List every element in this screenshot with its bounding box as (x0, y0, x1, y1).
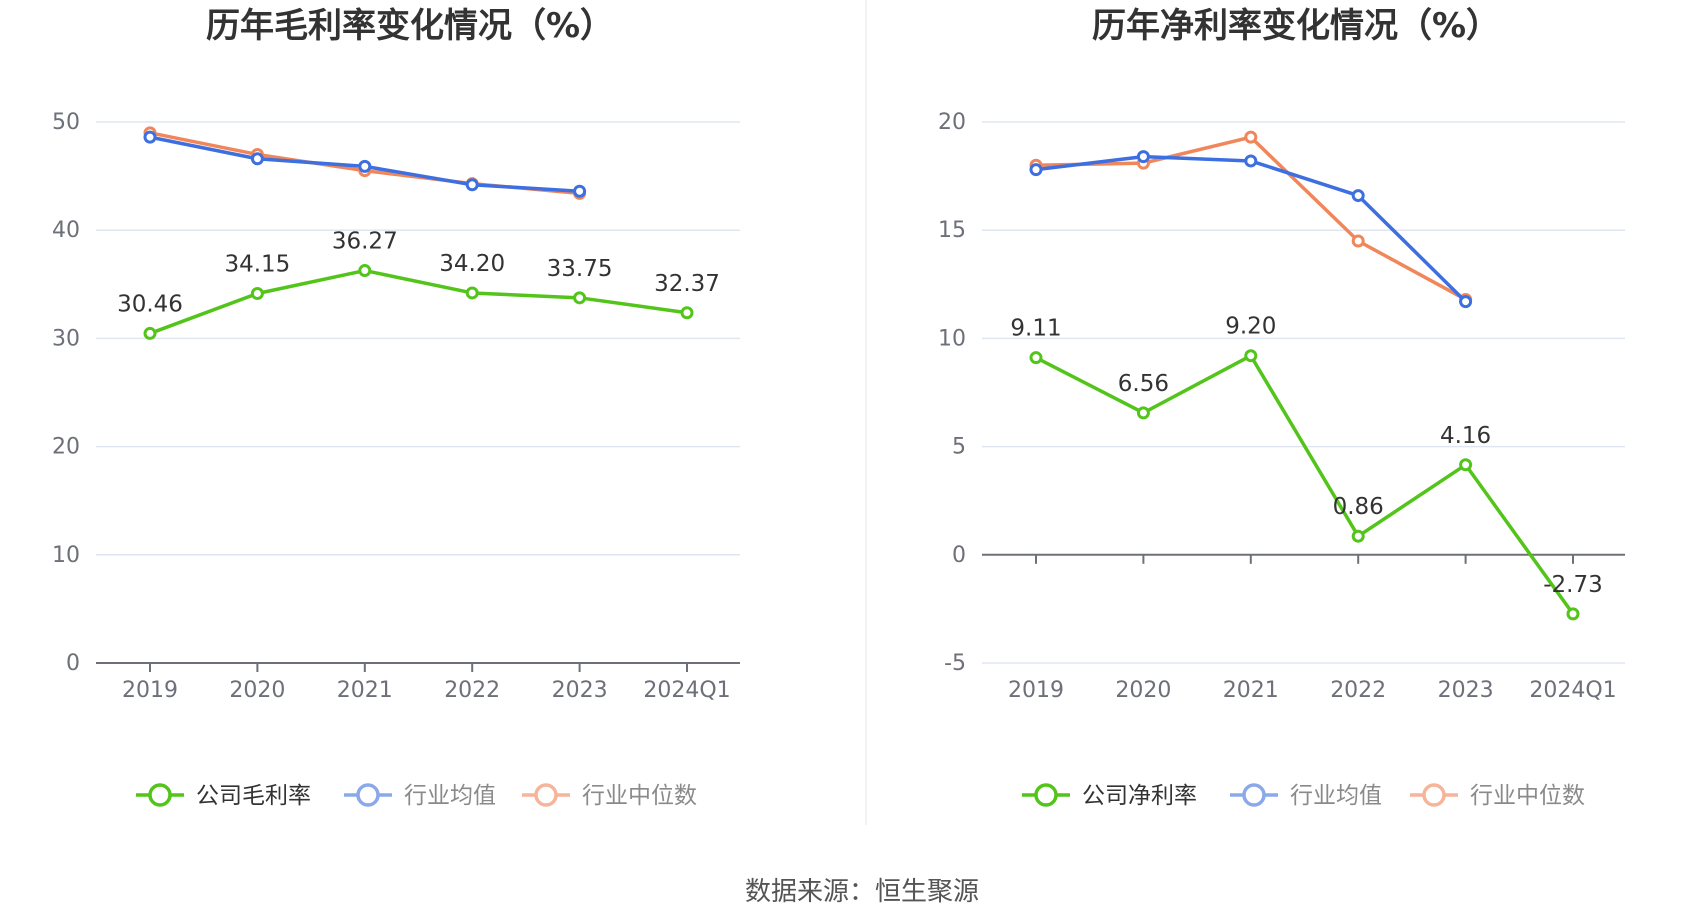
data-label: 33.75 (547, 256, 613, 282)
data-label: 0.86 (1333, 494, 1384, 520)
data-point-industry_avg (1351, 189, 1365, 203)
legend-label: 行业中位数 (1470, 783, 1585, 809)
data-label: 9.11 (1010, 316, 1061, 342)
legend-marker-icon (148, 783, 172, 807)
legend-item-company[interactable]: 公司净利率 (1022, 783, 1197, 809)
legend-item-industry_avg[interactable]: 行业均值 (1230, 783, 1382, 809)
data-point-company (358, 264, 372, 278)
data-label: 9.20 (1225, 314, 1276, 340)
series-line-industry_avg (1035, 154, 1467, 303)
data-label: 4.16 (1440, 423, 1491, 449)
chart-title: 历年净利率变化情况（%） (1092, 6, 1500, 46)
y-tick-label: -5 (944, 651, 966, 676)
data-label: 32.37 (654, 271, 720, 297)
legend-label: 公司毛利率 (196, 783, 311, 809)
y-tick-label: 10 (52, 543, 80, 568)
y-tick-label: 20 (938, 110, 966, 135)
data-point-industry_avg (358, 159, 372, 173)
data-label: 6.56 (1118, 371, 1169, 397)
data-point-industry_avg (1244, 154, 1258, 168)
data-point-industry_avg (573, 184, 587, 198)
data-point-company (1136, 406, 1150, 420)
data-label: 30.46 (117, 291, 183, 317)
x-tick-label: 2021 (337, 678, 393, 703)
data-point-industry_avg (1029, 163, 1043, 177)
legend-label: 行业均值 (1290, 783, 1382, 809)
data-point-company (465, 286, 479, 300)
y-tick-label: 15 (938, 218, 966, 243)
x-tick-label: 2023 (552, 678, 608, 703)
data-point-company (1351, 529, 1365, 543)
legend-label: 行业中位数 (582, 783, 697, 809)
series-line-company (1035, 353, 1575, 615)
data-point-industry_avg (1459, 295, 1473, 309)
x-tick-label: 2022 (1330, 678, 1386, 703)
legend-item-company[interactable]: 公司毛利率 (136, 783, 311, 809)
y-tick-label: 0 (952, 543, 966, 568)
x-tick-label: 2022 (444, 678, 500, 703)
data-point-company (250, 286, 264, 300)
y-tick-label: 20 (52, 435, 80, 460)
legend-label: 行业均值 (404, 783, 496, 809)
data-point-industry_avg (1136, 150, 1150, 164)
data-point-company (1244, 349, 1258, 363)
data-point-company (1566, 607, 1580, 621)
data-point-industry_avg (250, 152, 264, 166)
legend-item-industry_median[interactable]: 行业中位数 (1410, 783, 1585, 809)
data-point-company (573, 291, 587, 305)
y-tick-label: 40 (52, 218, 80, 243)
x-tick-label: 2021 (1223, 678, 1279, 703)
y-tick-label: 0 (66, 651, 80, 676)
series-line-company (149, 268, 688, 336)
data-label: 34.20 (439, 251, 505, 277)
legend-item-industry_median[interactable]: 行业中位数 (522, 783, 697, 809)
x-tick-label: 2024Q1 (643, 678, 730, 703)
legend-marker-icon (1034, 783, 1058, 807)
legend-item-industry_avg[interactable]: 行业均值 (344, 783, 496, 809)
legend-marker-icon (534, 783, 558, 807)
y-tick-label: 10 (938, 326, 966, 351)
data-label: 36.27 (332, 229, 398, 255)
data-point-company (1029, 351, 1043, 365)
data-point-industry_median (1351, 234, 1365, 248)
legend-marker-icon (1242, 783, 1266, 807)
chart-title: 历年毛利率变化情况（%） (206, 6, 614, 46)
legend-label: 公司净利率 (1082, 783, 1197, 809)
legend-marker-icon (1422, 783, 1446, 807)
x-tick-label: 2020 (229, 678, 285, 703)
y-tick-label: 50 (52, 110, 80, 135)
x-tick-label: 2019 (1008, 678, 1064, 703)
data-point-company (1459, 458, 1473, 472)
y-tick-label: 5 (952, 435, 966, 460)
data-point-company (680, 306, 694, 320)
x-tick-label: 2024Q1 (1529, 678, 1616, 703)
data-point-industry_avg (465, 178, 479, 192)
y-tick-label: 30 (52, 326, 80, 351)
x-tick-label: 2023 (1438, 678, 1494, 703)
chart-panel-2: 历年净利率变化情况（%） -5 0 5 10 15 20 2019 2020 2021 2022 20… (938, 6, 1625, 809)
source-note: 数据来源：恒生聚源 (745, 877, 979, 907)
x-tick-label: 2019 (122, 678, 178, 703)
data-point-industry_median (1244, 130, 1258, 144)
data-point-company (143, 326, 157, 340)
chart-panel-1: 历年毛利率变化情况（%） 0 10 20 30 40 50 2019 2020 2021 2022 2… (52, 6, 740, 809)
data-point-industry_avg (143, 130, 157, 144)
x-tick-label: 2020 (1115, 678, 1171, 703)
legend-marker-icon (356, 783, 380, 807)
data-label: -2.73 (1543, 572, 1603, 598)
data-label: 34.15 (224, 251, 290, 277)
